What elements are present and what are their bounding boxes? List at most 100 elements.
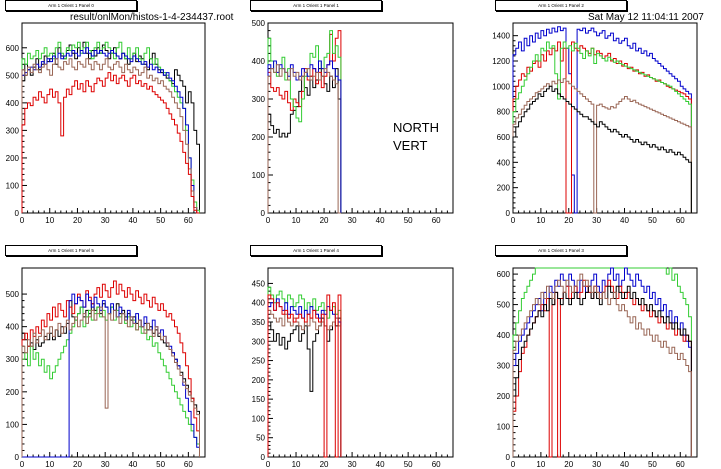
plot-3: 0 100 200 300 400 500 0 10 20 30 40 50 60: [6, 267, 206, 469]
panel-title: Arm 1 Orient 1 Panel 1: [250, 0, 382, 11]
x-tick-label: 50: [156, 460, 165, 469]
plot-0: 0 100 200 300 400 500 600 0 10 20 30 40 50 60: [6, 22, 206, 225]
y-tick-label: 300: [252, 95, 266, 104]
plot-frame: [267, 267, 454, 458]
x-tick-label: 10: [45, 460, 54, 469]
y-tick-label: 600: [497, 133, 511, 142]
x-tick-label: 30: [592, 216, 601, 225]
plot-2: 0 200 400 600 800 1000 1200 1400 0 10 20 30 40 50 60: [492, 22, 698, 225]
note-vert: VERT: [393, 138, 428, 153]
x-tick-label: 30: [101, 216, 110, 225]
x-tick-label: 0: [511, 216, 516, 225]
y-tick-label: 150: [252, 395, 266, 404]
series-line-green: [21, 306, 200, 457]
series-line-brown: [512, 78, 692, 214]
y-tick-label: 400: [497, 158, 511, 167]
y-tick-label: 400: [6, 323, 20, 332]
series-line-red: [267, 294, 342, 458]
x-tick-label: 50: [648, 216, 657, 225]
x-tick-label: 0: [20, 216, 25, 225]
x-tick-label: 50: [404, 460, 413, 469]
series-line-red: [512, 279, 692, 458]
y-tick-label: 200: [252, 376, 266, 385]
x-tick-label: 30: [101, 460, 110, 469]
x-tick-label: 0: [266, 216, 271, 225]
x-tick-label: 50: [404, 216, 413, 225]
y-tick-label: 300: [497, 362, 511, 371]
series-line-red: [512, 41, 692, 214]
panel-title: Arm 1 Orient 1 Panel 0: [5, 0, 137, 11]
x-tick-label: 40: [376, 460, 385, 469]
y-tick-label: 500: [6, 290, 20, 299]
y-tick-label: 500: [497, 301, 511, 310]
x-tick-label: 10: [292, 460, 301, 469]
y-tick-label: 100: [497, 423, 511, 432]
y-tick-label: 0: [261, 209, 266, 218]
x-tick-label: 20: [564, 216, 573, 225]
x-tick-label: 20: [320, 460, 329, 469]
x-tick-label: 10: [536, 460, 545, 469]
y-tick-label: 600: [6, 44, 20, 53]
y-tick-label: 0: [506, 453, 511, 462]
y-tick-label: 500: [252, 19, 266, 28]
x-tick-label: 40: [620, 216, 629, 225]
series-line-black: [21, 300, 200, 457]
y-tick-label: 100: [252, 171, 266, 180]
series-line-red: [267, 30, 342, 213]
y-tick-label: 300: [6, 126, 20, 135]
panel-title: Arm 1 Orient 1 Panel 5: [5, 245, 137, 256]
x-tick-label: 10: [292, 216, 301, 225]
x-tick-label: 60: [432, 460, 441, 469]
plot-1: 0 100 200 300 400 500 0 10 20 30 40 50 60: [252, 19, 454, 225]
series-line-blue: [512, 267, 692, 457]
x-tick-label: 60: [676, 460, 685, 469]
y-tick-label: 200: [497, 184, 511, 193]
y-tick-label: 450: [252, 279, 266, 288]
y-tick-label: 500: [6, 71, 20, 80]
series-line-black: [512, 285, 692, 457]
y-tick-label: 100: [252, 414, 266, 423]
plot-5: 0 100 200 300 400 500 600 0 10 20 30 40 50 60: [497, 267, 698, 469]
x-tick-label: 60: [184, 216, 193, 225]
y-tick-label: 200: [6, 154, 20, 163]
x-tick-label: 30: [348, 460, 357, 469]
panel-title: Arm 1 Orient 1 Panel 2: [495, 0, 627, 11]
timestamp-label: Sat May 12 11:04:11 2007: [588, 12, 704, 23]
x-tick-label: 20: [73, 460, 82, 469]
y-tick-label: 0: [15, 453, 20, 462]
x-tick-label: 10: [45, 216, 54, 225]
x-tick-label: 40: [128, 460, 137, 469]
plot-4: 0 50 100 150 200 250 300 350 400 450 0 10 20 30 40 50 60: [252, 267, 454, 469]
series-line-brown: [267, 309, 342, 457]
x-tick-label: 40: [620, 460, 629, 469]
series-line-green: [512, 41, 692, 213]
y-tick-label: 0: [15, 209, 20, 218]
series-line-green: [512, 267, 692, 457]
y-tick-label: 1400: [492, 32, 510, 41]
y-tick-label: 400: [6, 99, 20, 108]
x-tick-label: 20: [73, 216, 82, 225]
x-tick-label: 10: [536, 216, 545, 225]
y-tick-label: 400: [497, 331, 511, 340]
x-tick-label: 50: [648, 460, 657, 469]
y-tick-label: 200: [497, 392, 511, 401]
series-line-blue: [512, 26, 692, 214]
x-tick-label: 20: [320, 216, 329, 225]
y-tick-label: 350: [252, 318, 266, 327]
x-tick-label: 0: [20, 460, 25, 469]
y-tick-label: 300: [252, 337, 266, 346]
series-line-brown: [267, 64, 341, 214]
series-line-green: [267, 286, 342, 457]
series-line-red: [21, 280, 200, 457]
x-tick-label: 20: [564, 460, 573, 469]
x-tick-label: 40: [376, 216, 385, 225]
x-tick-label: 50: [156, 216, 165, 225]
note-north: NORTH: [393, 120, 439, 135]
y-tick-label: 100: [6, 181, 20, 190]
x-tick-label: 60: [432, 216, 441, 225]
y-tick-label: 400: [252, 299, 266, 308]
x-tick-label: 60: [676, 216, 685, 225]
series-line-black: [267, 317, 342, 457]
y-tick-label: 100: [6, 420, 20, 429]
